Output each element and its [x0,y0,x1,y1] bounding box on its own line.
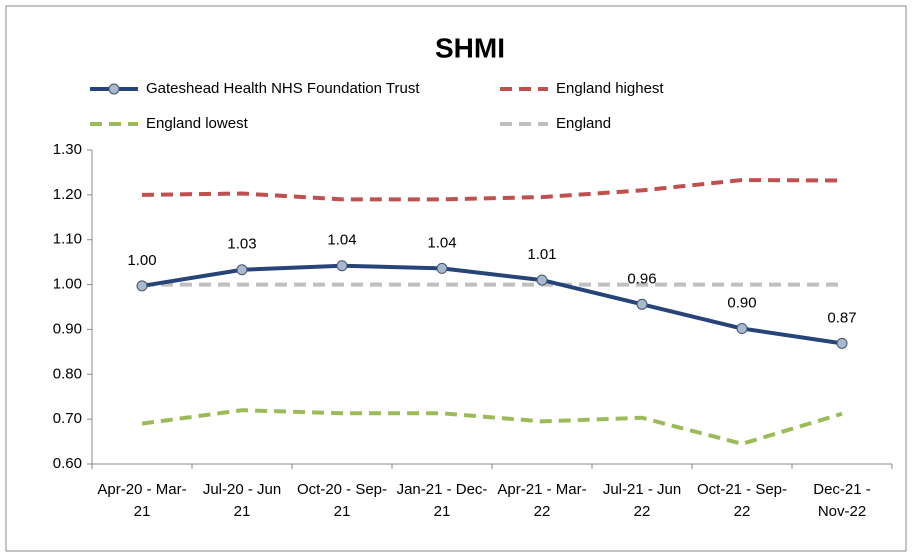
y-tick-label: 0.80 [53,365,82,382]
legend-label: England [556,115,611,132]
data-label: 1.04 [427,234,456,251]
x-tick-label: Oct-20 - Sep-21 [296,481,388,520]
point [436,262,448,274]
legend-label: England lowest [146,115,249,132]
x-tick-label: Oct-21 - Sep-22 [696,481,788,520]
x-tick-label: Jul-20 - Jun 21 [202,481,282,520]
series-line [141,178,843,202]
data-label: 1.00 [127,252,156,269]
y-tick-label: 0.60 [53,455,82,472]
y-tick-label: 1.00 [53,276,82,293]
legend-marker [108,83,120,95]
y-tick-label: 0.70 [53,410,82,427]
chart-title: SHMI [435,32,505,63]
y-tick-label: 1.10 [53,231,82,248]
y-tick-label: 1.30 [53,141,82,158]
data-label: 1.04 [327,232,356,249]
legend-label: Gateshead Health NHS Foundation Trust [146,80,420,97]
point [736,323,748,335]
data-label: 0.90 [727,295,756,312]
data-label: 0.96 [627,270,656,287]
point [536,274,548,286]
x-tick-label: Apr-20 - Mar-21 [97,481,187,520]
y-tick-label: 0.90 [53,320,82,337]
legend-label: England highest [556,80,664,97]
series-line [141,408,843,446]
point [636,298,648,310]
x-tick-label: Jul-21 - Jun 22 [602,481,682,520]
point [136,280,148,292]
x-tick-label: Jan-21 - Dec-21 [396,481,488,520]
data-label: 1.01 [527,246,556,263]
chart-frame [5,5,907,552]
point [336,260,348,272]
data-label: 0.87 [827,309,856,326]
point [836,337,848,349]
data-label: 1.03 [227,236,256,253]
point [236,264,248,276]
y-tick-label: 1.20 [53,186,82,203]
x-tick-label: Apr-21 - Mar-22 [497,481,587,520]
series-line [141,263,843,346]
x-tick-label: Dec-21 - Nov-22 [813,481,871,520]
